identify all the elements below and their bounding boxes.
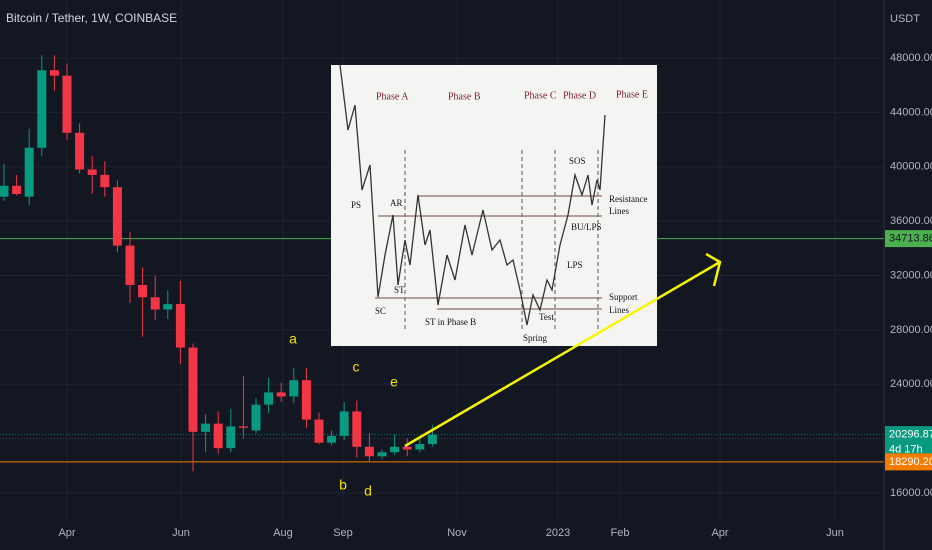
candle-body [201, 423, 211, 432]
candle-body [100, 174, 110, 188]
chart-title: Bitcoin / Tether, 1W, COINBASE [6, 11, 177, 25]
arrow [404, 252, 722, 448]
x-tick-label: Aug [273, 527, 293, 539]
schematic-path [339, 64, 606, 326]
candle-body [175, 304, 185, 348]
inset-label: Phase E [616, 89, 648, 100]
price-label-box [885, 453, 932, 471]
y-tick-label: 36000.00 [890, 215, 932, 227]
x-tick-label: Jun [826, 527, 844, 539]
x-tick-label: Nov [447, 527, 467, 539]
candle-body [327, 435, 337, 443]
price-label: 20296.87 [889, 428, 932, 440]
x-tick-label: Jun [172, 527, 190, 539]
candle-body [251, 404, 261, 431]
candle-body [138, 285, 148, 298]
candle-body [125, 245, 135, 286]
candle-body [87, 169, 97, 175]
x-tick-label: 2023 [546, 527, 570, 539]
candle-body [163, 304, 173, 310]
candle-body [188, 347, 198, 432]
axes: 16000.0020000.0024000.0028000.0032000.00… [58, 0, 932, 550]
candle-body [150, 297, 160, 310]
inset-label: Test [539, 312, 554, 322]
candle-body [364, 446, 374, 457]
inset: Phase A Phase B Phase C Phase D Phase E … [331, 64, 657, 346]
inset-label: Support [609, 292, 638, 302]
inset-label: Phase D [563, 90, 596, 101]
inset-label: LPS [567, 260, 583, 270]
y-axis-label: USDT [890, 13, 920, 25]
candle-body [314, 419, 324, 443]
candle-body [62, 75, 72, 133]
inset-label: BU/LPS [571, 222, 602, 232]
x-tick-label: Apr [711, 527, 728, 539]
inset-label: ST in Phase B [425, 317, 476, 327]
annotation: a [289, 331, 297, 347]
annotation: e [390, 374, 398, 390]
y-tick-label: 40000.00 [890, 161, 932, 173]
candle-body [339, 411, 349, 436]
candle-body [0, 185, 9, 197]
candle-body [264, 392, 274, 405]
y-tick-label: 24000.00 [890, 378, 932, 390]
candle-body [402, 446, 412, 450]
inset-label: SOS [569, 156, 586, 166]
candle-body [49, 70, 59, 76]
candle-body [238, 426, 248, 428]
inset-label: AR [390, 198, 403, 208]
countdown: 4d 17h [889, 443, 923, 455]
candle-body [289, 380, 299, 397]
candle-body [427, 434, 437, 445]
candle-body [24, 147, 34, 197]
candle-body [226, 426, 236, 449]
candle-body [390, 446, 400, 453]
candle-body [112, 187, 122, 246]
candle-body [352, 411, 362, 447]
candle-body [276, 392, 286, 397]
x-tick-label: Apr [58, 527, 75, 539]
inset-label: Phase C [524, 90, 557, 101]
y-tick-label: 32000.00 [890, 269, 932, 281]
candle-body [415, 444, 425, 450]
annotation: d [364, 483, 372, 499]
y-tick-label: 44000.00 [890, 106, 932, 118]
price-label: 18290.20 [889, 456, 932, 468]
inset-label: Lines [609, 305, 629, 315]
candle-body [213, 423, 223, 449]
candle-body [37, 70, 47, 148]
candle-body [301, 380, 311, 420]
x-tick-label: Sep [333, 527, 353, 539]
annotation: c [353, 359, 360, 375]
price-label-box [885, 426, 932, 457]
inset-label: Phase A [376, 91, 409, 102]
inset-label: SC [375, 306, 386, 316]
annotation: b [339, 477, 347, 493]
price-label: 34713.86 [889, 233, 932, 245]
candle-body [377, 452, 387, 457]
candle-body [12, 185, 22, 194]
inset-label: PS [351, 200, 361, 210]
x-tick-label: Feb [611, 527, 630, 539]
inset-label: Resistance [609, 194, 648, 204]
candle-body [75, 132, 85, 170]
inset-label: Spring [523, 333, 548, 343]
y-tick-label: 16000.00 [890, 487, 932, 499]
candles [0, 55, 437, 472]
inset-label: ST [394, 285, 405, 295]
inset-label: Phase B [448, 91, 481, 102]
y-tick-label: 48000.00 [890, 52, 932, 64]
inset-box [331, 65, 657, 346]
price-label-box [885, 230, 932, 248]
inset-label: Lines [609, 206, 629, 216]
y-tick-label: 28000.00 [890, 324, 932, 336]
